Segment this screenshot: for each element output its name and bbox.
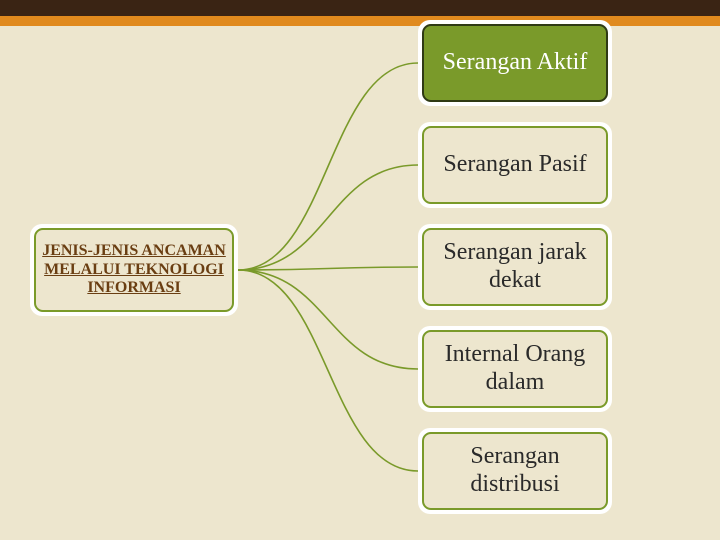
top-bar-dark	[0, 0, 720, 16]
child-node-label: Internal Orang dalam	[430, 341, 600, 396]
child-node-serangan-jarak-dekat: Serangan jarak dekat	[418, 224, 612, 310]
child-node-serangan-distribusi: Serangan distribusi	[418, 428, 612, 514]
child-node-inner: Serangan Pasif	[422, 126, 608, 204]
child-node-label: Serangan distribusi	[430, 443, 600, 498]
root-node-inner: JENIS-JENIS ANCAMAN MELALUI TEKNOLOGI IN…	[34, 228, 234, 312]
child-node-label: Serangan Aktif	[443, 49, 588, 77]
root-node: JENIS-JENIS ANCAMAN MELALUI TEKNOLOGI IN…	[30, 224, 238, 316]
child-node-inner: Serangan jarak dekat	[422, 228, 608, 306]
child-node-inner: Serangan distribusi	[422, 432, 608, 510]
child-node-inner: Internal Orang dalam	[422, 330, 608, 408]
child-node-internal-orang-dalam: Internal Orang dalam	[418, 326, 612, 412]
child-node-inner: Serangan Aktif	[422, 24, 608, 102]
top-bar-orange	[0, 16, 720, 26]
child-node-label: Serangan jarak dekat	[430, 239, 600, 294]
root-node-label: JENIS-JENIS ANCAMAN MELALUI TEKNOLOGI IN…	[42, 242, 226, 297]
child-node-label: Serangan Pasif	[443, 151, 586, 179]
child-node-serangan-pasif: Serangan Pasif	[418, 122, 612, 208]
child-node-serangan-aktif: Serangan Aktif	[418, 20, 612, 106]
